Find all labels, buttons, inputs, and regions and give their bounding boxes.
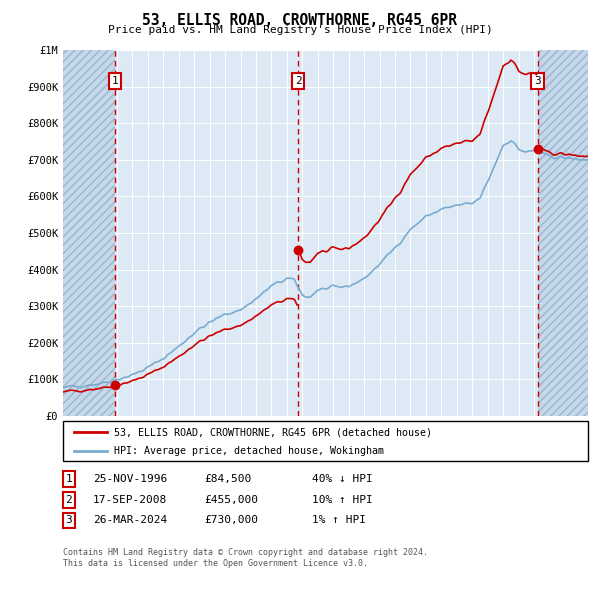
- Bar: [538, 50, 588, 416]
- Text: 2: 2: [65, 495, 73, 504]
- Bar: [63, 50, 115, 416]
- Text: 1% ↑ HPI: 1% ↑ HPI: [312, 516, 366, 525]
- Text: £730,000: £730,000: [204, 516, 258, 525]
- Text: 1: 1: [65, 474, 73, 484]
- Text: 17-SEP-2008: 17-SEP-2008: [93, 495, 167, 504]
- Text: 1: 1: [112, 76, 119, 86]
- Text: £84,500: £84,500: [204, 474, 251, 484]
- Text: 25-NOV-1996: 25-NOV-1996: [93, 474, 167, 484]
- Text: 53, ELLIS ROAD, CROWTHORNE, RG45 6PR (detached house): 53, ELLIS ROAD, CROWTHORNE, RG45 6PR (de…: [114, 427, 432, 437]
- Text: £455,000: £455,000: [204, 495, 258, 504]
- Text: 3: 3: [534, 76, 541, 86]
- Text: 40% ↓ HPI: 40% ↓ HPI: [312, 474, 373, 484]
- Text: 2: 2: [295, 76, 301, 86]
- Text: 3: 3: [65, 516, 73, 525]
- Point: [110, 381, 120, 390]
- Text: 10% ↑ HPI: 10% ↑ HPI: [312, 495, 373, 504]
- Text: This data is licensed under the Open Government Licence v3.0.: This data is licensed under the Open Gov…: [63, 559, 368, 568]
- Point: [293, 245, 303, 254]
- Text: 53, ELLIS ROAD, CROWTHORNE, RG45 6PR: 53, ELLIS ROAD, CROWTHORNE, RG45 6PR: [143, 13, 458, 28]
- Text: Contains HM Land Registry data © Crown copyright and database right 2024.: Contains HM Land Registry data © Crown c…: [63, 548, 428, 556]
- Point: [533, 144, 542, 153]
- Text: 26-MAR-2024: 26-MAR-2024: [93, 516, 167, 525]
- Text: HPI: Average price, detached house, Wokingham: HPI: Average price, detached house, Woki…: [114, 445, 384, 455]
- Text: Price paid vs. HM Land Registry's House Price Index (HPI): Price paid vs. HM Land Registry's House …: [107, 25, 493, 35]
